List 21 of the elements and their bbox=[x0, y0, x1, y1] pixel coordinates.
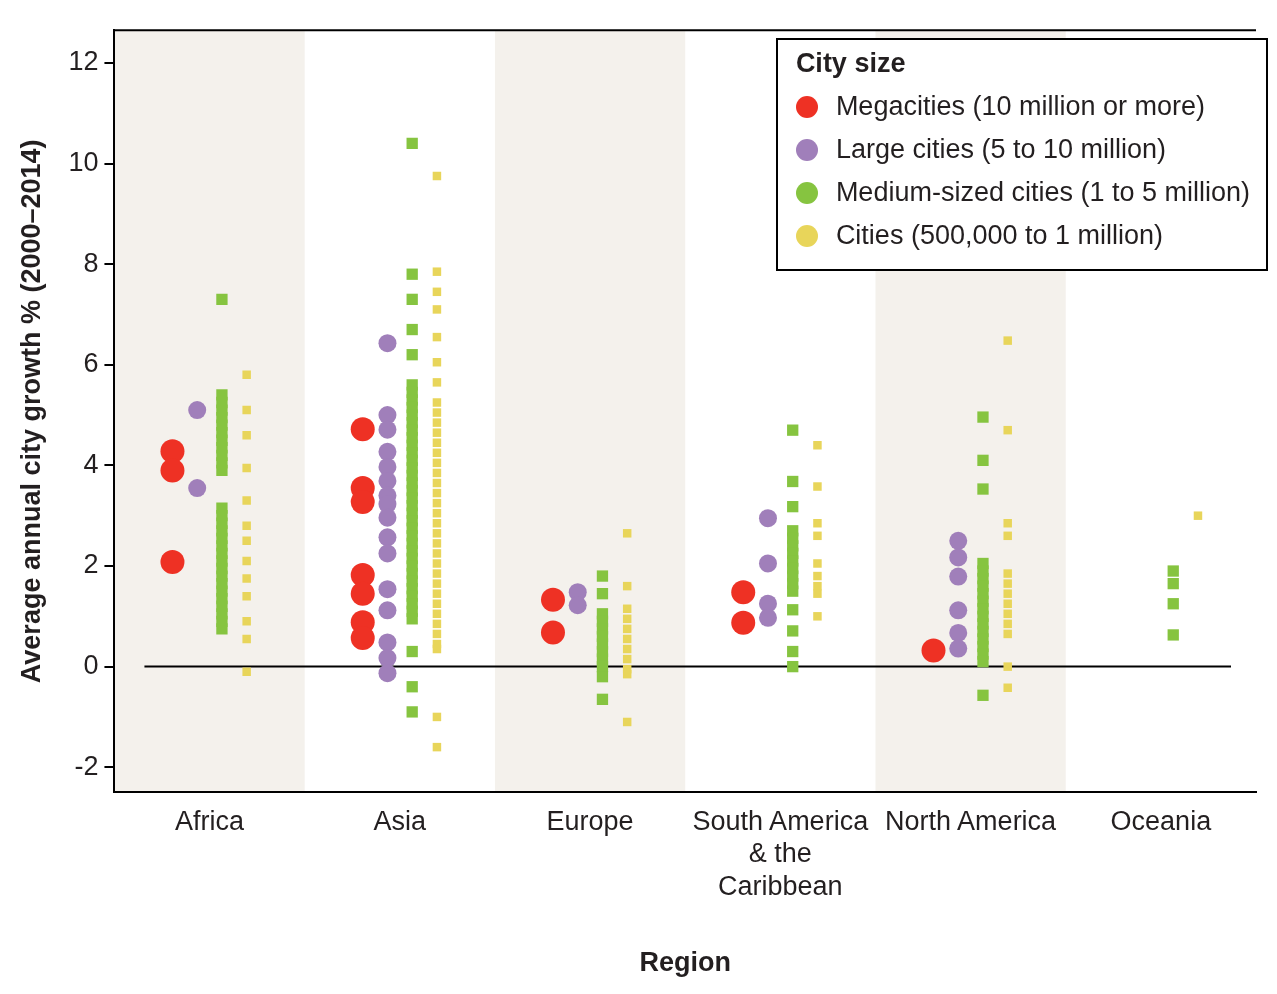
y-tick-label: 2 bbox=[83, 549, 99, 580]
x-axis-title: Region bbox=[639, 947, 731, 978]
x-tick-label: Africa bbox=[175, 806, 246, 837]
x-tick-label: Oceania bbox=[1110, 806, 1213, 837]
legend-label: Medium-sized cities (1 to 5 million) bbox=[835, 177, 1250, 208]
y-tick-label: 4 bbox=[83, 448, 99, 479]
x-tick-label: Asia bbox=[373, 806, 428, 837]
y-axis-title: Average annual city growth % (2000–2014) bbox=[15, 139, 46, 684]
legend-label: Large cities (5 to 10 million) bbox=[835, 134, 1167, 165]
y-tick-label: -2 bbox=[74, 750, 99, 781]
legend-title: City size bbox=[795, 48, 907, 79]
x-tick-label: Europe bbox=[546, 806, 634, 837]
x-tick-label: South America & the Caribbean bbox=[692, 806, 870, 901]
y-tick-label: 8 bbox=[83, 247, 99, 278]
x-tick-label: North America bbox=[885, 806, 1058, 837]
y-tick-label: 12 bbox=[68, 46, 99, 77]
legend-label: Megacities (10 million or more) bbox=[835, 91, 1205, 122]
y-tick-label: 0 bbox=[83, 650, 99, 681]
legend-label: Cities (500,000 to 1 million) bbox=[835, 220, 1164, 251]
y-tick-label: 6 bbox=[83, 348, 99, 379]
y-tick-label: 10 bbox=[68, 146, 99, 177]
